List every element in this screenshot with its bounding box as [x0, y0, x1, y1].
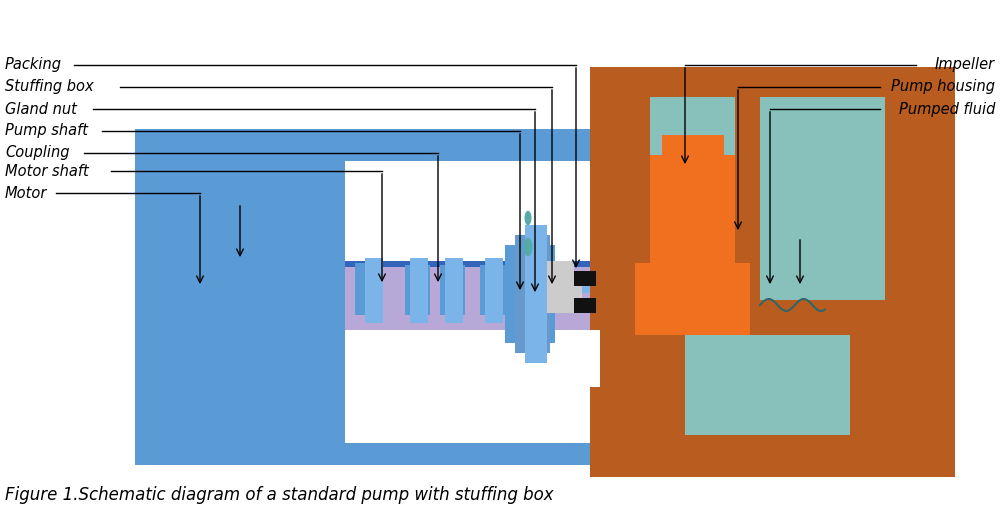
Bar: [685, 335, 850, 435]
Text: Impeller: Impeller: [935, 58, 995, 73]
Bar: [525, 225, 547, 363]
Text: Figure 1.Schematic diagram of a standard pump with stuffing box: Figure 1.Schematic diagram of a standard…: [5, 486, 554, 504]
Bar: [547, 261, 574, 271]
Bar: [515, 235, 550, 353]
Bar: [650, 97, 735, 155]
Text: Pumped fluid: Pumped fluid: [899, 101, 995, 116]
Bar: [505, 245, 555, 343]
Bar: [590, 435, 955, 477]
Text: Pump shaft: Pump shaft: [5, 124, 88, 139]
Bar: [735, 97, 885, 300]
Bar: [615, 335, 685, 435]
Polygon shape: [525, 212, 531, 225]
Text: Stuffing box: Stuffing box: [5, 79, 94, 94]
Bar: [850, 335, 920, 435]
Bar: [650, 97, 735, 135]
Bar: [345, 261, 590, 267]
Bar: [345, 263, 590, 303]
Bar: [590, 67, 955, 477]
Bar: [410, 258, 428, 323]
Bar: [355, 263, 383, 315]
Polygon shape: [524, 238, 532, 255]
Bar: [590, 67, 955, 97]
Bar: [345, 330, 600, 387]
Bar: [574, 298, 596, 313]
Text: Motor shaft: Motor shaft: [5, 163, 89, 179]
Bar: [574, 271, 596, 286]
Bar: [365, 258, 383, 323]
Bar: [135, 443, 590, 465]
Bar: [635, 303, 750, 335]
Bar: [135, 129, 590, 161]
Bar: [485, 258, 503, 323]
Text: Gland nut: Gland nut: [5, 101, 77, 116]
Bar: [615, 75, 650, 335]
Bar: [590, 67, 615, 477]
Bar: [135, 129, 345, 447]
Bar: [440, 265, 465, 315]
Text: Coupling: Coupling: [5, 146, 70, 161]
Bar: [555, 273, 590, 293]
Bar: [615, 300, 920, 335]
Bar: [615, 69, 875, 273]
Bar: [650, 97, 735, 273]
Text: Motor: Motor: [5, 185, 47, 200]
Bar: [480, 265, 505, 315]
Bar: [662, 97, 724, 155]
Bar: [635, 263, 750, 305]
Text: Packing: Packing: [5, 58, 62, 73]
Bar: [615, 69, 650, 435]
Bar: [405, 265, 430, 315]
Bar: [345, 265, 590, 330]
Bar: [685, 377, 925, 477]
Bar: [920, 67, 955, 477]
Bar: [445, 258, 463, 323]
Bar: [650, 97, 735, 335]
Text: Pump housing: Pump housing: [891, 79, 995, 94]
Bar: [735, 97, 760, 335]
Bar: [547, 271, 582, 313]
